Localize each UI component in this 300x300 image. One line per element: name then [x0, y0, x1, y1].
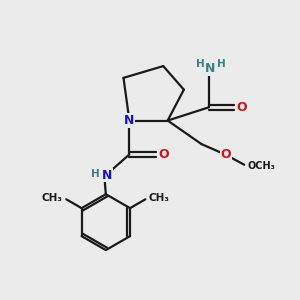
Text: O: O	[220, 148, 231, 161]
Text: O: O	[159, 148, 170, 161]
Text: CH₃: CH₃	[149, 193, 170, 203]
Text: N: N	[205, 62, 215, 75]
Text: CH₃: CH₃	[42, 193, 63, 203]
Text: H: H	[91, 169, 99, 179]
Text: N: N	[124, 114, 135, 127]
Text: H: H	[217, 59, 226, 69]
Text: H: H	[196, 59, 205, 69]
Text: O: O	[237, 101, 248, 114]
Text: OCH₃: OCH₃	[247, 161, 275, 171]
Text: N: N	[101, 169, 112, 182]
